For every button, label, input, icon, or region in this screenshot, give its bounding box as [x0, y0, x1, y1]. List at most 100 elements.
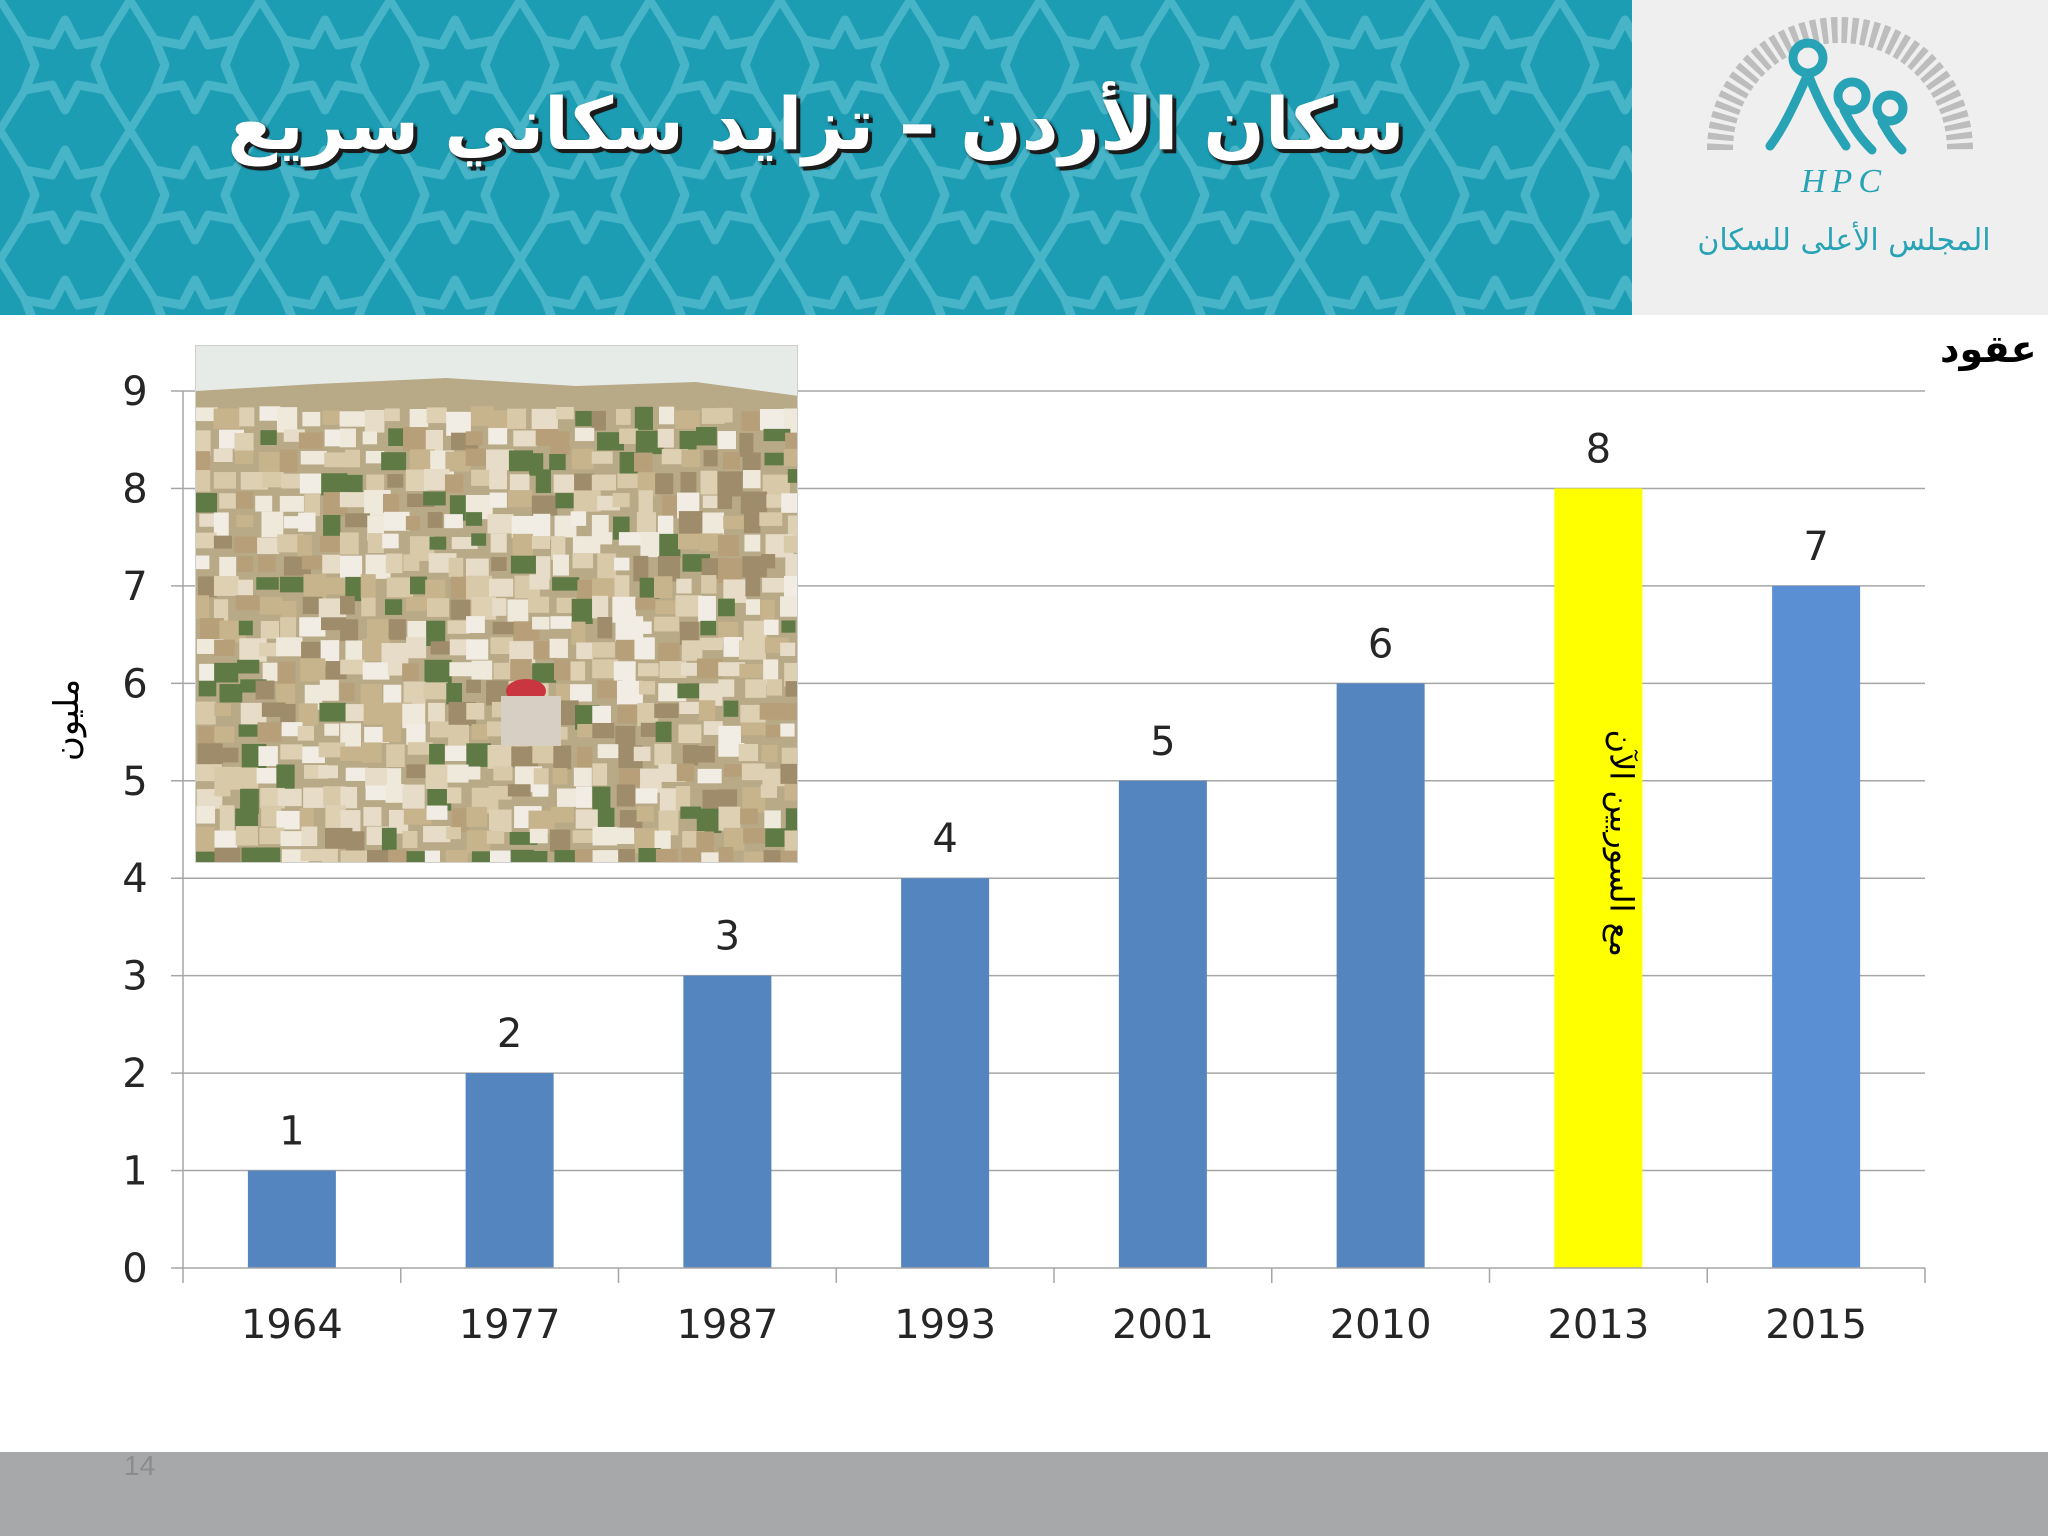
- photo-building: [488, 427, 508, 445]
- photo-building: [654, 576, 673, 599]
- photo-building: [298, 512, 316, 532]
- photo-building: [277, 534, 304, 553]
- photo-building: [549, 453, 566, 471]
- photo-building: [615, 725, 636, 750]
- photo-building: [717, 407, 733, 423]
- photo-building: [196, 805, 216, 824]
- photo-building: [785, 808, 797, 831]
- value-label: 1: [279, 1109, 304, 1155]
- photo-building: [260, 620, 280, 639]
- photo-building: [780, 850, 797, 862]
- photo-building: [219, 805, 235, 831]
- photo-building: [487, 514, 514, 534]
- photo-building: [238, 724, 260, 737]
- photo-building: [447, 764, 469, 783]
- photo-building: [762, 474, 790, 497]
- photo-building: [388, 428, 404, 447]
- photo-building: [465, 512, 483, 526]
- photo-building: [281, 600, 297, 623]
- photo-building: [219, 493, 241, 509]
- photo-building: [303, 787, 325, 808]
- photo-building: [573, 490, 601, 512]
- photo-building: [640, 768, 662, 793]
- photo-building: [718, 847, 734, 862]
- photo-building: [699, 533, 724, 552]
- y-tick-label: 8: [122, 466, 147, 512]
- photo-building: [276, 407, 298, 433]
- photo-building: [255, 495, 273, 512]
- category-label: 1977: [459, 1302, 561, 1348]
- photo-building: [198, 576, 217, 598]
- photo-building: [387, 474, 404, 488]
- photo-building: [345, 767, 369, 781]
- photo-building: [616, 784, 636, 807]
- photo-building: [445, 745, 469, 762]
- photo-building: [619, 428, 638, 444]
- photo-building: [319, 679, 339, 701]
- photo-building: [365, 785, 389, 801]
- photo-building: [783, 535, 797, 553]
- photo-building: [385, 784, 405, 803]
- photo-building: [745, 679, 767, 698]
- photo-building: [492, 598, 507, 616]
- photo-building: [261, 511, 284, 538]
- photo-building: [340, 619, 359, 642]
- photo-building: [682, 744, 699, 766]
- photo-building: [634, 406, 653, 430]
- photo-building: [444, 474, 464, 493]
- photo-building: [679, 430, 697, 452]
- photo-building: [784, 830, 797, 854]
- photo-building: [764, 452, 787, 466]
- photo-building: [323, 514, 341, 538]
- photo-building: [618, 532, 645, 546]
- photo-building: [507, 784, 531, 797]
- photo-building: [384, 599, 403, 615]
- photo-building: [196, 451, 211, 471]
- photo-building: [549, 431, 570, 456]
- photo-building: [339, 492, 367, 508]
- photo-building: [654, 830, 671, 852]
- photo-building: [240, 472, 269, 490]
- photo-building: [532, 784, 549, 797]
- photo-building: [445, 849, 468, 862]
- photo-building: [571, 448, 594, 470]
- photo-building: [323, 786, 346, 807]
- photo-building: [763, 428, 791, 442]
- photo-building: [744, 534, 761, 552]
- photo-building: [657, 556, 681, 582]
- photo-building: [409, 576, 428, 595]
- page-number: 14: [124, 1450, 156, 1481]
- photo-building: [718, 789, 738, 811]
- photo-building: [739, 663, 766, 679]
- photo-building: [303, 574, 327, 600]
- y-tick-label: 9: [122, 369, 147, 415]
- photo-building: [550, 807, 574, 823]
- photo-building: [556, 788, 579, 807]
- photo-building: [360, 683, 383, 706]
- photo-building: [549, 829, 571, 852]
- photo-building: [785, 432, 797, 449]
- photo-building: [487, 744, 512, 769]
- photo-building: [402, 663, 419, 681]
- photo-building: [655, 473, 674, 495]
- photo-building: [738, 640, 766, 660]
- photo-building: [718, 806, 741, 831]
- photo-building: [425, 579, 446, 602]
- photo-building: [279, 449, 298, 473]
- photo-building: [597, 432, 624, 451]
- photo-building: [636, 806, 654, 822]
- photo-building: [675, 410, 700, 429]
- photo-building: [763, 659, 779, 685]
- photo-building: [657, 515, 674, 535]
- photo-building: [723, 637, 743, 657]
- photo-building: [528, 596, 550, 613]
- y-tick-label: 2: [122, 1051, 147, 1097]
- photo-building: [407, 620, 427, 641]
- value-label: 6: [1368, 621, 1393, 667]
- photo-building: [196, 851, 215, 862]
- photo-building: [445, 451, 471, 472]
- photo-building: [574, 849, 599, 862]
- category-label: 2015: [1765, 1302, 1867, 1348]
- photo-building: [259, 406, 281, 421]
- photo-building: [471, 469, 491, 486]
